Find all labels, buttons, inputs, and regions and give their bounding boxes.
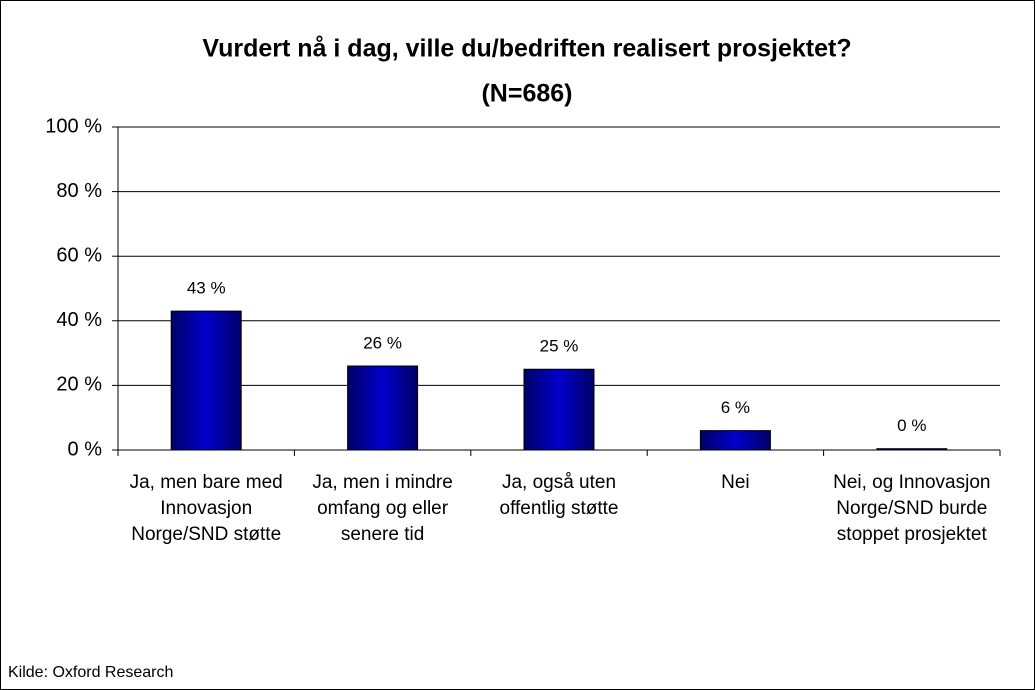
chart-title: Vurdert nå i dag, ville du/bedriften rea… (202, 35, 851, 63)
bar (523, 368, 595, 451)
x-tick-label: Ja, men i mindre omfang og eller senere … (312, 472, 453, 545)
bar (876, 448, 948, 451)
y-tick-label: 80 % (56, 180, 102, 202)
y-tick-label: 20 % (56, 374, 102, 396)
value-label: 43 % (187, 279, 226, 298)
value-label: 0 % (897, 416, 926, 435)
y-tick-label: 100 % (45, 115, 102, 137)
y-tick-label: 60 % (56, 244, 102, 266)
x-tick-label: Ja, men bare med Innovasjon Norge/SND st… (129, 472, 283, 545)
x-tick-label: Ja, også uten offentlig støtte (499, 472, 619, 519)
chart-subtitle: (N=686) (481, 80, 572, 108)
bar (699, 430, 771, 451)
bar (170, 310, 242, 451)
x-tick-label: Nei, og Innovasjon Norge/SND burde stopp… (833, 472, 991, 545)
bar (347, 365, 419, 451)
value-label: 26 % (363, 334, 402, 353)
x-tick-label: Nei (721, 472, 750, 493)
y-tick-label: 40 % (56, 309, 102, 331)
y-tick-label: 0 % (68, 438, 103, 460)
value-label: 25 % (540, 337, 579, 356)
source: Kilde: Oxford Research (8, 664, 173, 681)
value-label: 6 % (721, 398, 750, 417)
